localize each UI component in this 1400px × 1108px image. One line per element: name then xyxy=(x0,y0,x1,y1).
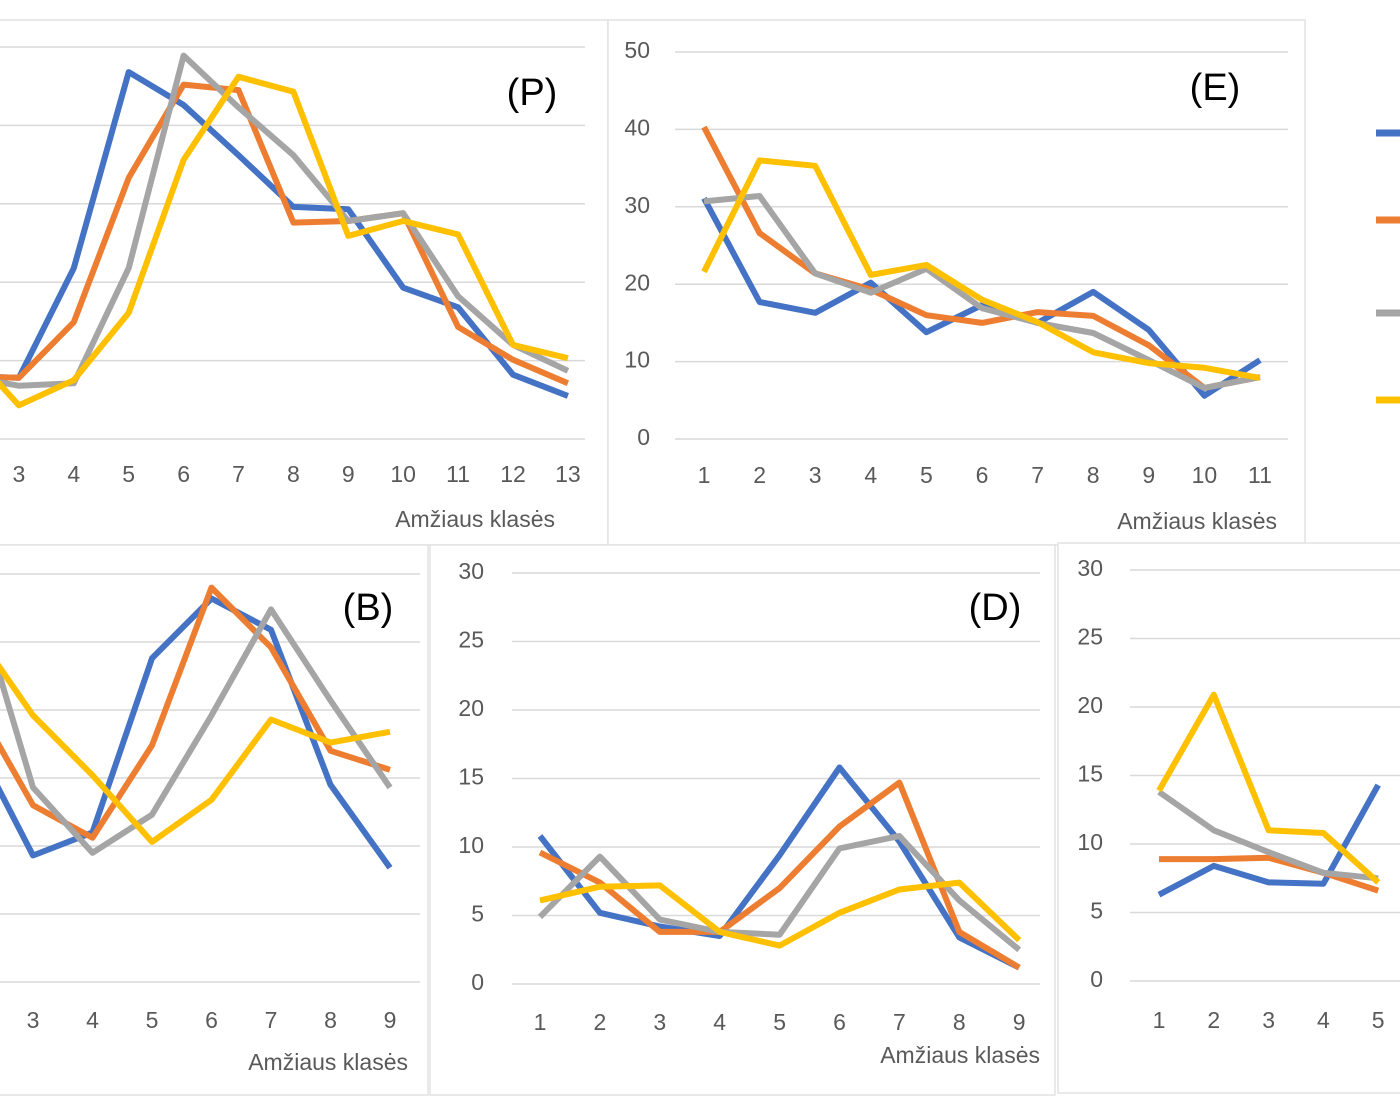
series-line xyxy=(703,193,1261,391)
series-line xyxy=(1156,691,1381,885)
y-tick-label: 25 xyxy=(1077,624,1103,650)
x-tick-label: 9 xyxy=(384,1007,397,1033)
x-tick-label: 8 xyxy=(1087,462,1100,488)
x-tick-label: 8 xyxy=(324,1007,337,1033)
legend-fragment xyxy=(1376,129,1400,404)
y-tick-label: 20 xyxy=(458,695,484,721)
x-axis-title: Amžiaus klasės xyxy=(248,1049,408,1075)
x-axis-title: Amžiaus klasės xyxy=(1117,508,1277,534)
x-tick-label: 8 xyxy=(287,461,300,487)
series-line xyxy=(0,81,570,387)
x-tick-label: 6 xyxy=(205,1007,218,1033)
x-tick-label: 5 xyxy=(122,461,135,487)
x-tick-label: 5 xyxy=(773,1009,786,1035)
series-line xyxy=(0,69,569,399)
x-tick-label: 4 xyxy=(864,462,877,488)
x-tick-label: 4 xyxy=(67,461,80,487)
x-tick-label: 5 xyxy=(920,462,933,488)
series-line xyxy=(537,764,1021,971)
x-tick-label: 3 xyxy=(1262,1007,1275,1033)
x-tick-label: 4 xyxy=(86,1007,99,1033)
series-line xyxy=(0,606,393,856)
x-tick-label: 12 xyxy=(500,461,526,487)
x-tick-label: 9 xyxy=(1142,462,1155,488)
y-tick-label: 10 xyxy=(624,347,650,373)
y-tick-label: 15 xyxy=(458,764,484,790)
series-line xyxy=(1159,854,1380,894)
panel-title: (B) xyxy=(343,587,394,629)
y-tick-label: 20 xyxy=(1077,692,1103,718)
panel-title: (D) xyxy=(969,587,1022,629)
panel-title: (P) xyxy=(507,72,558,114)
y-tick-label: 5 xyxy=(1090,898,1103,924)
x-tick-label: 3 xyxy=(653,1009,666,1035)
x-tick-label: 7 xyxy=(232,461,245,487)
x-tick-label: 13 xyxy=(555,461,581,487)
x-tick-label: 4 xyxy=(1317,1007,1330,1033)
y-tick-label: 20 xyxy=(624,269,650,295)
y-tick-label: 10 xyxy=(458,832,484,858)
x-tick-label: 9 xyxy=(342,461,355,487)
x-tick-label: 1 xyxy=(534,1009,547,1035)
x-tick-label: 11 xyxy=(446,461,470,487)
y-tick-label: 50 xyxy=(624,37,650,63)
y-tick-label: 40 xyxy=(624,114,650,140)
y-tick-label: 0 xyxy=(1090,966,1103,992)
panel-frame xyxy=(429,544,1056,1096)
y-tick-label: 0 xyxy=(637,424,650,450)
x-tick-label: 11 xyxy=(1248,462,1272,488)
x-tick-label: 6 xyxy=(833,1009,846,1035)
y-tick-label: 5 xyxy=(471,901,484,927)
x-tick-label: 5 xyxy=(146,1007,159,1033)
x-tick-label: 4 xyxy=(713,1009,726,1035)
x-tick-label: 3 xyxy=(13,461,26,487)
x-tick-label: 2 xyxy=(1207,1007,1220,1033)
x-tick-label: 10 xyxy=(1192,462,1218,488)
series-line xyxy=(0,662,391,845)
x-axis-title: Amžiaus klasės xyxy=(395,506,555,532)
x-tick-label: 10 xyxy=(390,461,416,487)
series-line xyxy=(539,879,1022,949)
y-tick-label: 15 xyxy=(1077,761,1103,787)
panel-frame xyxy=(1057,542,1400,1094)
y-tick-label: 25 xyxy=(458,627,484,653)
x-tick-label: 6 xyxy=(976,462,989,488)
y-tick-label: 10 xyxy=(1077,829,1103,855)
x-tick-label: 1 xyxy=(698,462,711,488)
x-tick-label: 3 xyxy=(809,462,822,488)
series-line xyxy=(0,73,569,409)
x-tick-label: 6 xyxy=(177,461,190,487)
x-tick-label: 5 xyxy=(1372,1007,1385,1033)
x-tick-label: 3 xyxy=(27,1007,40,1033)
y-tick-label: 30 xyxy=(458,558,484,584)
panel-title: (E) xyxy=(1190,67,1241,109)
series-line xyxy=(0,584,391,841)
series-line xyxy=(701,157,1261,381)
x-tick-label: 7 xyxy=(1031,462,1044,488)
y-tick-label: 30 xyxy=(624,192,650,218)
x-tick-label: 8 xyxy=(953,1009,966,1035)
x-tick-label: 7 xyxy=(265,1007,278,1033)
series-line xyxy=(537,833,1022,953)
x-tick-label: 2 xyxy=(594,1009,607,1035)
x-tick-label: 9 xyxy=(1013,1009,1026,1035)
series-line xyxy=(701,125,1261,391)
x-axis-title: Amžiaus klasės xyxy=(880,1042,1040,1068)
y-tick-label: 0 xyxy=(471,969,484,995)
series-line xyxy=(0,595,393,870)
x-tick-label: 1 xyxy=(1153,1007,1166,1033)
x-tick-label: 2 xyxy=(753,462,766,488)
y-tick-label: 30 xyxy=(1077,555,1103,581)
x-tick-label: 7 xyxy=(893,1009,906,1035)
series-line xyxy=(1157,789,1379,882)
